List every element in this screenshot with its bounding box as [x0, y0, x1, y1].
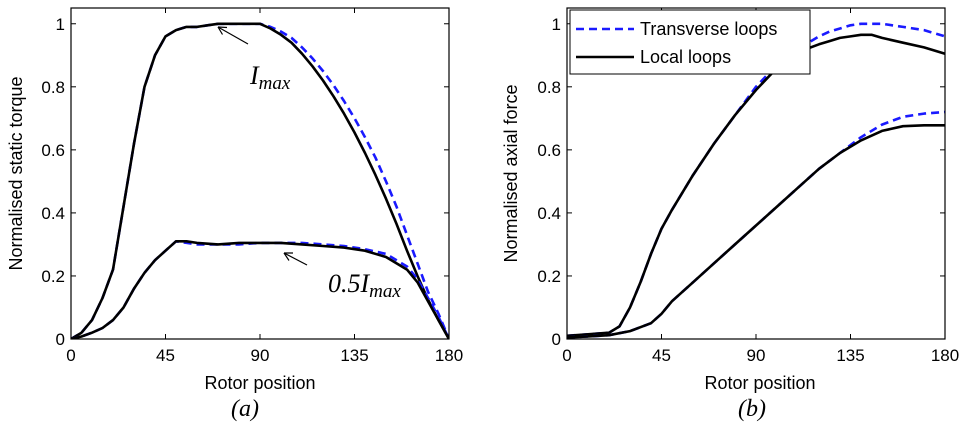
- annotation-half-imax-main: 0.5I: [328, 269, 371, 298]
- x-tick-label-a-1: 45: [156, 346, 175, 365]
- y-tick-label-a-1: 0.2: [41, 267, 65, 286]
- series-layer-a: [71, 22, 449, 339]
- y-tick-label-a-3: 0.6: [41, 141, 65, 160]
- annotation-imax-label: Imax: [249, 61, 291, 94]
- annotation-imax-main: I: [249, 61, 260, 90]
- y-axis-label-b: Normalised axial force: [501, 84, 521, 262]
- x-tick-label-a-4: 180: [435, 346, 463, 365]
- series-line-a-1-local: [71, 22, 449, 339]
- y-tick-label-a-2: 0.4: [41, 204, 65, 223]
- panel-caption-a: (a): [231, 396, 259, 422]
- x-tick-label-b-0: 0: [562, 346, 571, 365]
- x-tick-label-b-2: 90: [747, 346, 766, 365]
- y-tick-label-b-2: 0.4: [537, 204, 561, 223]
- x-axis-label-a: Rotor position: [204, 373, 315, 393]
- y-tick-label-b-5: 1: [552, 15, 561, 34]
- annotation-imax: Imax: [217, 26, 291, 94]
- panel-caption-b: (b): [738, 396, 766, 422]
- series-line-b-1-local: [567, 33, 945, 338]
- legend-box: [569, 9, 811, 75]
- series-line-b-0-transverse: [567, 22, 945, 338]
- y-axis-label-a: Normalised static torque: [6, 76, 26, 270]
- y-tick-label-b-1: 0.2: [537, 267, 561, 286]
- chart-panel-a: 0 45 90 135 180 0 0.2 0.4 0.6 0.8 1 Rotor position…: [6, 7, 463, 422]
- x-tick-label-a-0: 0: [66, 346, 75, 365]
- x-tick-label-a-2: 90: [251, 346, 270, 365]
- annotation-half-imax-arrow: [283, 252, 308, 266]
- y-tick-label-b-3: 0.6: [537, 141, 561, 160]
- x-axis-label-b: Rotor position: [704, 373, 815, 393]
- legend-label-transverse: Transverse loops: [640, 19, 777, 39]
- tick-layer-b: 0 45 90 135 180 0 0.2 0.4 0.6 0.8 1: [537, 8, 959, 365]
- y-tick-label-b-0: 0: [552, 330, 561, 349]
- x-tick-label-b-3: 135: [836, 346, 864, 365]
- annotation-imax-arrowhead: [217, 26, 228, 35]
- y-tick-label-b-4: 0.8: [537, 78, 561, 97]
- annotation-half-imax-label: 0.5Imax: [328, 269, 401, 302]
- x-tick-label-b-1: 45: [652, 346, 671, 365]
- y-tick-label-a-4: 0.8: [41, 78, 65, 97]
- annotation-half-imax: 0.5Imax: [283, 252, 401, 302]
- chart-panel-b: 0 45 90 135 180 0 0.2 0.4 0.6 0.8 1 Rotor position…: [501, 7, 959, 422]
- series-line-b-3-local: [567, 124, 945, 339]
- annotation-imax-sub: max: [259, 73, 291, 94]
- series-layer-b: [567, 22, 945, 339]
- x-tick-label-b-4: 180: [931, 346, 959, 365]
- y-tick-label-a-0: 0: [56, 330, 65, 349]
- legend-label-local: Local loops: [640, 47, 731, 67]
- x-tick-label-a-3: 135: [340, 346, 368, 365]
- legend: Transverse loops Local loops: [569, 9, 811, 75]
- annotation-half-imax-sub: max: [369, 281, 401, 302]
- annotation-imax-arrow: [217, 26, 249, 45]
- tick-layer-a: 0 45 90 135 180 0 0.2 0.4 0.6 0.8 1: [41, 8, 463, 365]
- annotation-half-imax-arrowhead: [283, 252, 293, 261]
- series-line-a-3-local: [71, 240, 449, 339]
- y-tick-label-a-5: 1: [56, 15, 65, 34]
